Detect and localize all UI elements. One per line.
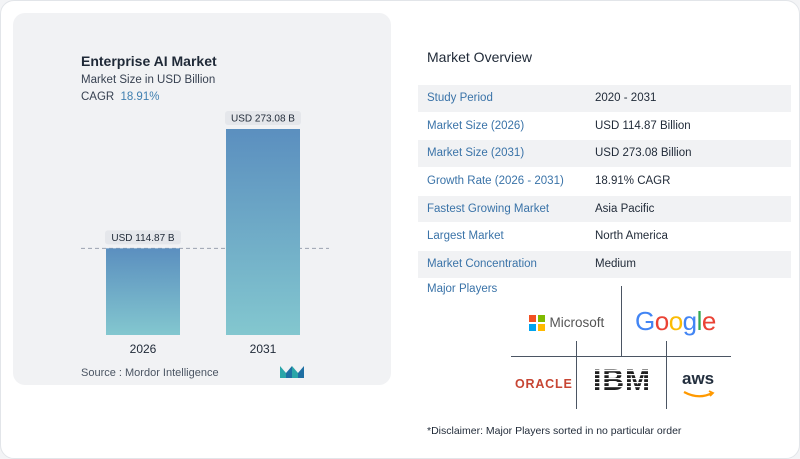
overview-row: Market Size (2026) USD 114.87 Billion xyxy=(418,113,791,141)
ibm-logo-text: IBM xyxy=(593,364,651,396)
overview-row-value: USD 273.08 Billion xyxy=(595,147,692,160)
google-logo: Google xyxy=(635,306,716,336)
data-label-background xyxy=(105,230,181,245)
overview-row-value: 2020 - 2031 xyxy=(595,92,657,104)
microsoft-logo-text: Microsoft xyxy=(549,315,605,331)
cagr-label: CAGR xyxy=(81,91,115,103)
chart-title: Enterprise AI Market xyxy=(81,53,217,69)
cagr-value: 18.91% xyxy=(120,91,160,103)
data-label: USD 273.08 B xyxy=(231,114,295,125)
overview-row-label: Largest Market xyxy=(427,230,504,243)
mordor-intelligence-logo-icon xyxy=(280,366,304,378)
overview-row-label: Market Size (2031) xyxy=(427,147,525,160)
data-label-background xyxy=(225,111,301,125)
overview-row-label: Market Size (2026) xyxy=(427,119,525,132)
overview-row-value: North America xyxy=(595,230,668,243)
grid-divider xyxy=(666,341,667,409)
overview-row: Growth Rate (2026 - 2031) 18.91% CAGR xyxy=(418,168,791,196)
bar-2031 xyxy=(226,129,300,335)
overview-row: Market Size (2031) USD 273.08 Billion xyxy=(418,140,791,169)
microsoft-logo: Microsoft xyxy=(529,315,604,331)
overview-row-label: Study Period xyxy=(427,92,493,104)
chart-subtitle: Market Size in USD Billion xyxy=(81,74,216,86)
overview-row-label: Market Concentration xyxy=(427,258,537,271)
overview-row: Largest Market North America xyxy=(418,223,791,252)
cagr-line: CAGR 18.91% xyxy=(81,91,159,103)
disclaimer: *Disclaimer: Major Players sorted in no … xyxy=(427,425,682,437)
x-tick-label: 2031 xyxy=(250,342,277,356)
overview-row-label: Fastest Growing Market xyxy=(427,202,550,215)
oracle-logo: ORACLE xyxy=(515,377,573,391)
aws-smile-icon xyxy=(683,390,715,398)
bar-2026 xyxy=(106,248,180,335)
overview-row: Fastest Growing Market Asia Pacific xyxy=(418,195,791,224)
overview-row: Market Concentration Medium xyxy=(418,251,791,279)
grid-divider xyxy=(576,341,577,409)
overview-table: Study Period 2020 - 2031 Market Size (20… xyxy=(418,85,791,279)
ibm-logo: IBM xyxy=(586,364,658,396)
aws-logo: aws xyxy=(682,369,715,388)
overview-row-value: USD 114.87 Billion xyxy=(595,119,691,132)
overview-title: Market Overview xyxy=(427,49,533,65)
overview-row-value: Asia Pacific xyxy=(595,202,655,215)
x-tick-label: 2026 xyxy=(130,342,157,356)
data-label: USD 114.87 B xyxy=(111,233,175,244)
overview-row-value: Medium xyxy=(595,258,636,271)
bar-chart: USD 114.87 B 2026 USD 273.08 B 2031 xyxy=(81,111,329,356)
grid-divider xyxy=(511,356,731,357)
overview-row-label: Growth Rate (2026 - 2031) xyxy=(427,175,564,188)
chart-card xyxy=(13,13,391,385)
overview-row-value: 18.91% CAGR xyxy=(595,175,671,188)
source-note: Source : Mordor Intelligence xyxy=(81,367,219,379)
microsoft-squares-icon xyxy=(529,315,545,331)
major-players-label: Major Players xyxy=(427,283,498,295)
grid-divider xyxy=(621,286,622,356)
overview-row: Study Period 2020 - 2031 xyxy=(418,85,791,113)
